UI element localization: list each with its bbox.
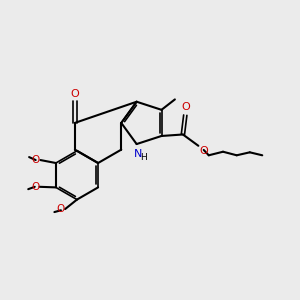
Text: O: O (181, 102, 190, 112)
Text: O: O (31, 182, 39, 192)
Text: O: O (32, 155, 40, 165)
Text: H: H (140, 153, 146, 162)
Text: N: N (134, 149, 142, 159)
Text: O: O (70, 88, 79, 98)
Text: O: O (56, 204, 65, 214)
Text: O: O (200, 146, 208, 156)
